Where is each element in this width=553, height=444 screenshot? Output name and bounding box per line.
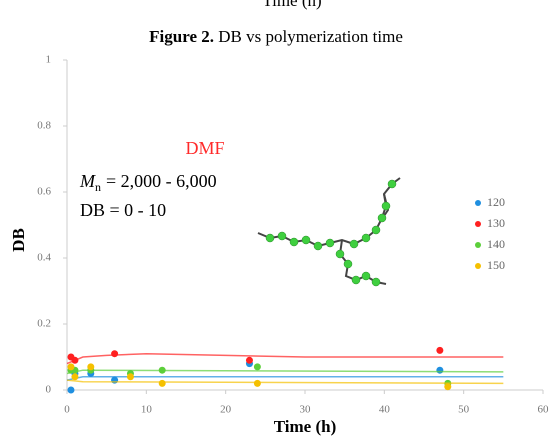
data-point [253,363,261,371]
data-point [444,383,452,391]
y-tick-label: 0.2 [37,318,51,330]
title-prefix: Figure 2. [149,27,214,46]
legend-marker [475,221,481,227]
x-axis-label: Time (h) [274,417,337,436]
x-tick-label: 20 [220,404,232,416]
data-point [67,363,75,371]
x-tick-label: 30 [300,404,312,416]
data-point [126,373,134,381]
y-tick-label: 0.6 [37,186,51,198]
data-point [436,346,444,354]
legend-label: 140 [487,237,505,251]
x-tick-label: 40 [379,404,391,416]
data-point [67,386,75,394]
legend-marker [475,242,481,248]
legend-label: 150 [487,258,505,272]
legend-label: 120 [487,195,505,209]
data-point [158,366,166,374]
x-tick-label: 60 [538,404,550,416]
data-point [111,350,119,358]
y-tick-label: 0 [46,384,52,396]
molecule-atoms [265,179,397,287]
y-tick-label: 0.4 [37,252,51,264]
annotation: DMF [185,138,224,158]
data-point [87,363,95,371]
x-tick-label: 50 [458,404,470,416]
trend-line [66,352,504,365]
y-axis-label: DB [9,228,28,252]
x-tick-label: 10 [141,404,153,416]
annotation: DB = 0 - 10 [80,200,166,220]
data-point [436,366,444,374]
annotation-symbol: M [79,171,96,191]
title-text: DB vs polymerization time [218,27,403,46]
legend-label: 130 [487,216,505,230]
data-point [253,379,261,387]
data-point [71,356,79,364]
legend-marker [475,200,481,206]
data-point [245,356,253,364]
annotation-text: = 2,000 - 6,000 [106,171,217,191]
x-tick-label: 0 [64,404,70,416]
chart-title: Figure 2. DB vs polymerization time [149,27,403,46]
data-point [158,379,166,387]
previous-axis-label: Time (h) [262,0,321,10]
y-tick-label: 0.8 [37,120,51,132]
annotation-subscript: n [95,180,101,194]
annotation: Mn = 2,000 - 6,000 [79,171,217,194]
y-tick-label: 1 [46,54,52,66]
trend-line [66,379,504,385]
data-point [71,373,79,381]
legend-marker [475,263,481,269]
